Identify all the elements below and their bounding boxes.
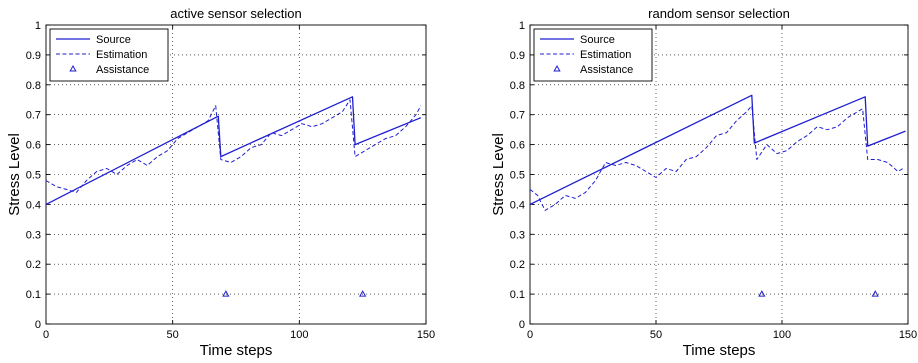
- estimation-line: [529, 105, 904, 211]
- y-tick-label: 0.4: [26, 199, 41, 211]
- y-tick-label: 0.6: [510, 140, 525, 152]
- series-group: [529, 94, 906, 297]
- y-tick-label: 0.6: [26, 140, 41, 152]
- y-tick-label: 0.7: [26, 110, 41, 122]
- legend-label: Estimation: [96, 49, 147, 61]
- legend-label: Source: [96, 34, 131, 46]
- legend-box: [533, 28, 653, 82]
- legend-label: Assistance: [96, 64, 149, 76]
- x-axis-label: Time steps: [683, 342, 756, 359]
- y-tick-label: 0.3: [510, 229, 525, 241]
- y-tick-label: 0.1: [26, 289, 41, 301]
- y-tick-label: 0.8: [510, 80, 525, 92]
- y-tick-label: 0.2: [26, 259, 41, 271]
- series-group: [45, 96, 422, 297]
- assistance-marker: [871, 290, 879, 297]
- source-line: [529, 94, 906, 205]
- y-axis-label: Stress Level: [6, 133, 23, 216]
- grid: [530, 25, 908, 324]
- y-tick-label: 0.5: [26, 170, 41, 182]
- legend-box: [49, 28, 169, 82]
- y-tick-label: 0.9: [26, 50, 41, 62]
- y-tick-label: 0.3: [26, 229, 41, 241]
- assistance-marker: [758, 290, 766, 297]
- x-tick-label: 0: [527, 329, 533, 341]
- x-axis-label: Time steps: [200, 342, 273, 359]
- y-tick-label: 0.4: [510, 199, 525, 211]
- y-axis-label: Stress Level: [490, 133, 507, 216]
- x-tick-label: 150: [899, 329, 917, 341]
- grid: [46, 25, 426, 324]
- x-tick-label: 50: [650, 329, 662, 341]
- legend-label: Source: [580, 34, 615, 46]
- assistance-marker: [359, 290, 367, 297]
- source-line: [45, 96, 422, 205]
- chart-title: random sensor selection: [648, 6, 790, 21]
- legend-swatch-assistance: [69, 64, 77, 72]
- chart-panel: 0 50 100 150 0 0.1 0.2 0.3 0.4 0.5 0.6 0.7 0.8 0.9 1 ac…: [6, 6, 435, 359]
- legend-label: Estimation: [580, 49, 631, 61]
- legend: Source Estimation Assistance: [533, 28, 653, 82]
- x-tick-label: 150: [417, 329, 435, 341]
- chart-title: active sensor selection: [170, 6, 302, 21]
- y-tick-label: 0.8: [26, 80, 41, 92]
- y-tick-label: 0.2: [510, 259, 525, 271]
- legend: Source Estimation Assistance: [49, 28, 169, 82]
- y-tick-label: 1: [35, 20, 41, 32]
- legend-swatch-assistance: [553, 64, 561, 72]
- y-tick-label: 0.7: [510, 110, 525, 122]
- x-tick-label: 0: [43, 329, 49, 341]
- y-tick-label: 0.1: [510, 289, 525, 301]
- x-tick-label: 50: [167, 329, 179, 341]
- x-tick-label: 100: [290, 329, 308, 341]
- assistance-marker: [222, 290, 230, 297]
- chart-panel: 0 50 100 150 0 0.1 0.2 0.3 0.4 0.5 0.6 0.7 0.8 0.9 1 ra…: [490, 6, 917, 359]
- legend-label: Assistance: [580, 64, 633, 76]
- y-tick-label: 0.9: [510, 50, 525, 62]
- y-tick-label: 0: [519, 319, 525, 331]
- estimation-line: [45, 99, 422, 193]
- y-tick-label: 1: [519, 20, 525, 32]
- y-tick-label: 0.5: [510, 170, 525, 182]
- x-tick-label: 100: [773, 329, 791, 341]
- y-tick-label: 0: [35, 319, 41, 331]
